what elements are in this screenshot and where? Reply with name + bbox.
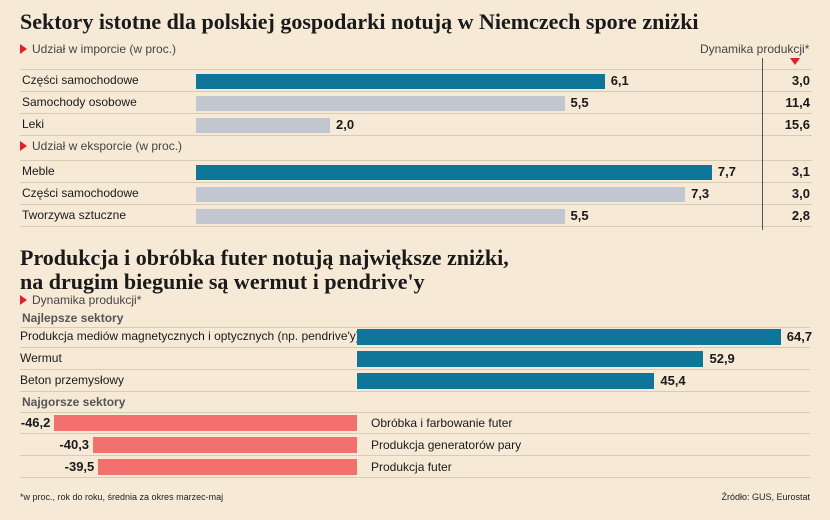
bar (196, 208, 565, 224)
row-divider (20, 182, 812, 183)
import-subtitle: Udział w imporcie (w proc.) (20, 42, 176, 56)
data-label: 6,1 (610, 73, 629, 88)
dynamika-value: 3,0 (791, 186, 810, 201)
category-label: Beton przemysłowy (20, 373, 125, 387)
category-label: Leki (22, 117, 45, 131)
data-label: 7,3 (691, 186, 710, 201)
data-label: 52,9 (709, 351, 735, 366)
bar (357, 373, 655, 389)
category-label: Meble (22, 164, 55, 178)
chart2-subtitle: Dynamika produkcji* (20, 293, 141, 307)
data-label: -39,5 (64, 459, 95, 474)
row-divider (20, 160, 812, 161)
data-label: -40,3 (59, 437, 90, 452)
triangle-right-icon (20, 141, 27, 151)
category-label: Części samochodowe (22, 73, 139, 87)
row-divider (20, 391, 810, 392)
data-label: 5,5 (570, 95, 589, 110)
dynamika-value: 3,0 (791, 73, 810, 88)
chart2-title-line1: Produkcja i obróbka futer notują najwięk… (20, 245, 509, 270)
bar (54, 415, 357, 431)
dynamika-header: Dynamika produkcji* (700, 42, 810, 56)
data-label: 64,7 (786, 329, 813, 344)
row-divider (20, 204, 812, 205)
chart2-title-line2: na drugim biegunie są wermut i pendrive'… (20, 269, 425, 294)
row-divider (20, 455, 810, 456)
dynamika-value: 11,4 (785, 95, 810, 110)
category-label: Wermut (20, 351, 62, 365)
category-label: Produkcja generatorów pary (371, 438, 522, 452)
footer-note: *w proc., rok do roku, średnia za okres … (20, 492, 224, 502)
row-divider (20, 135, 812, 136)
dynamika-value: 2,8 (791, 208, 810, 223)
category-label: Produkcja mediów magnetycznych i optyczn… (20, 329, 360, 343)
category-label: Części samochodowe (22, 186, 139, 200)
chart2-title: Produkcja i obróbka futer notują najwięk… (20, 246, 509, 294)
footer-source: Źródło: GUS, Eurostat (721, 492, 810, 502)
data-label: 7,7 (717, 164, 736, 179)
row-divider (20, 69, 812, 70)
row-divider (20, 91, 812, 92)
dynamika-value: 15,6 (784, 117, 810, 132)
bar (196, 117, 330, 133)
bar (196, 73, 605, 89)
row-divider (20, 327, 810, 328)
row-divider (20, 433, 810, 434)
category-label: Tworzywa sztuczne (22, 208, 127, 222)
row-divider (20, 477, 810, 478)
bar (196, 164, 712, 180)
export-subtitle-text: Udział w eksporcie (w proc.) (32, 139, 183, 153)
bar (196, 186, 686, 202)
section-label-worst: Najgorsze sektory (22, 395, 126, 409)
bar (357, 351, 704, 367)
category-label: Produkcja futer (371, 460, 452, 474)
triangle-right-icon (20, 295, 27, 305)
row-divider (20, 369, 810, 370)
row-divider (20, 226, 812, 227)
export-subtitle: Udział w eksporcie (w proc.) (20, 139, 182, 153)
row-divider (20, 347, 810, 348)
dynamika-value: 3,1 (791, 164, 810, 179)
chart1-title: Sektory istotne dla polskiej gospodarki … (20, 9, 699, 34)
bar (98, 459, 357, 475)
data-label: 45,4 (660, 373, 686, 388)
section-label-best: Najlepsze sektory (22, 311, 124, 325)
data-label: -46,2 (20, 415, 51, 430)
triangle-right-icon (20, 44, 27, 54)
dynamika-separator (762, 58, 763, 230)
category-label: Samochody osobowe (22, 95, 137, 109)
bar (357, 329, 781, 345)
triangle-down-icon (790, 58, 800, 65)
row-divider (20, 113, 812, 114)
bar (196, 95, 565, 111)
data-label: 5,5 (570, 208, 589, 223)
category-label: Obróbka i farbowanie futer (371, 416, 513, 430)
row-divider (20, 412, 810, 413)
bar (93, 437, 357, 453)
data-label: 2,0 (336, 117, 355, 132)
